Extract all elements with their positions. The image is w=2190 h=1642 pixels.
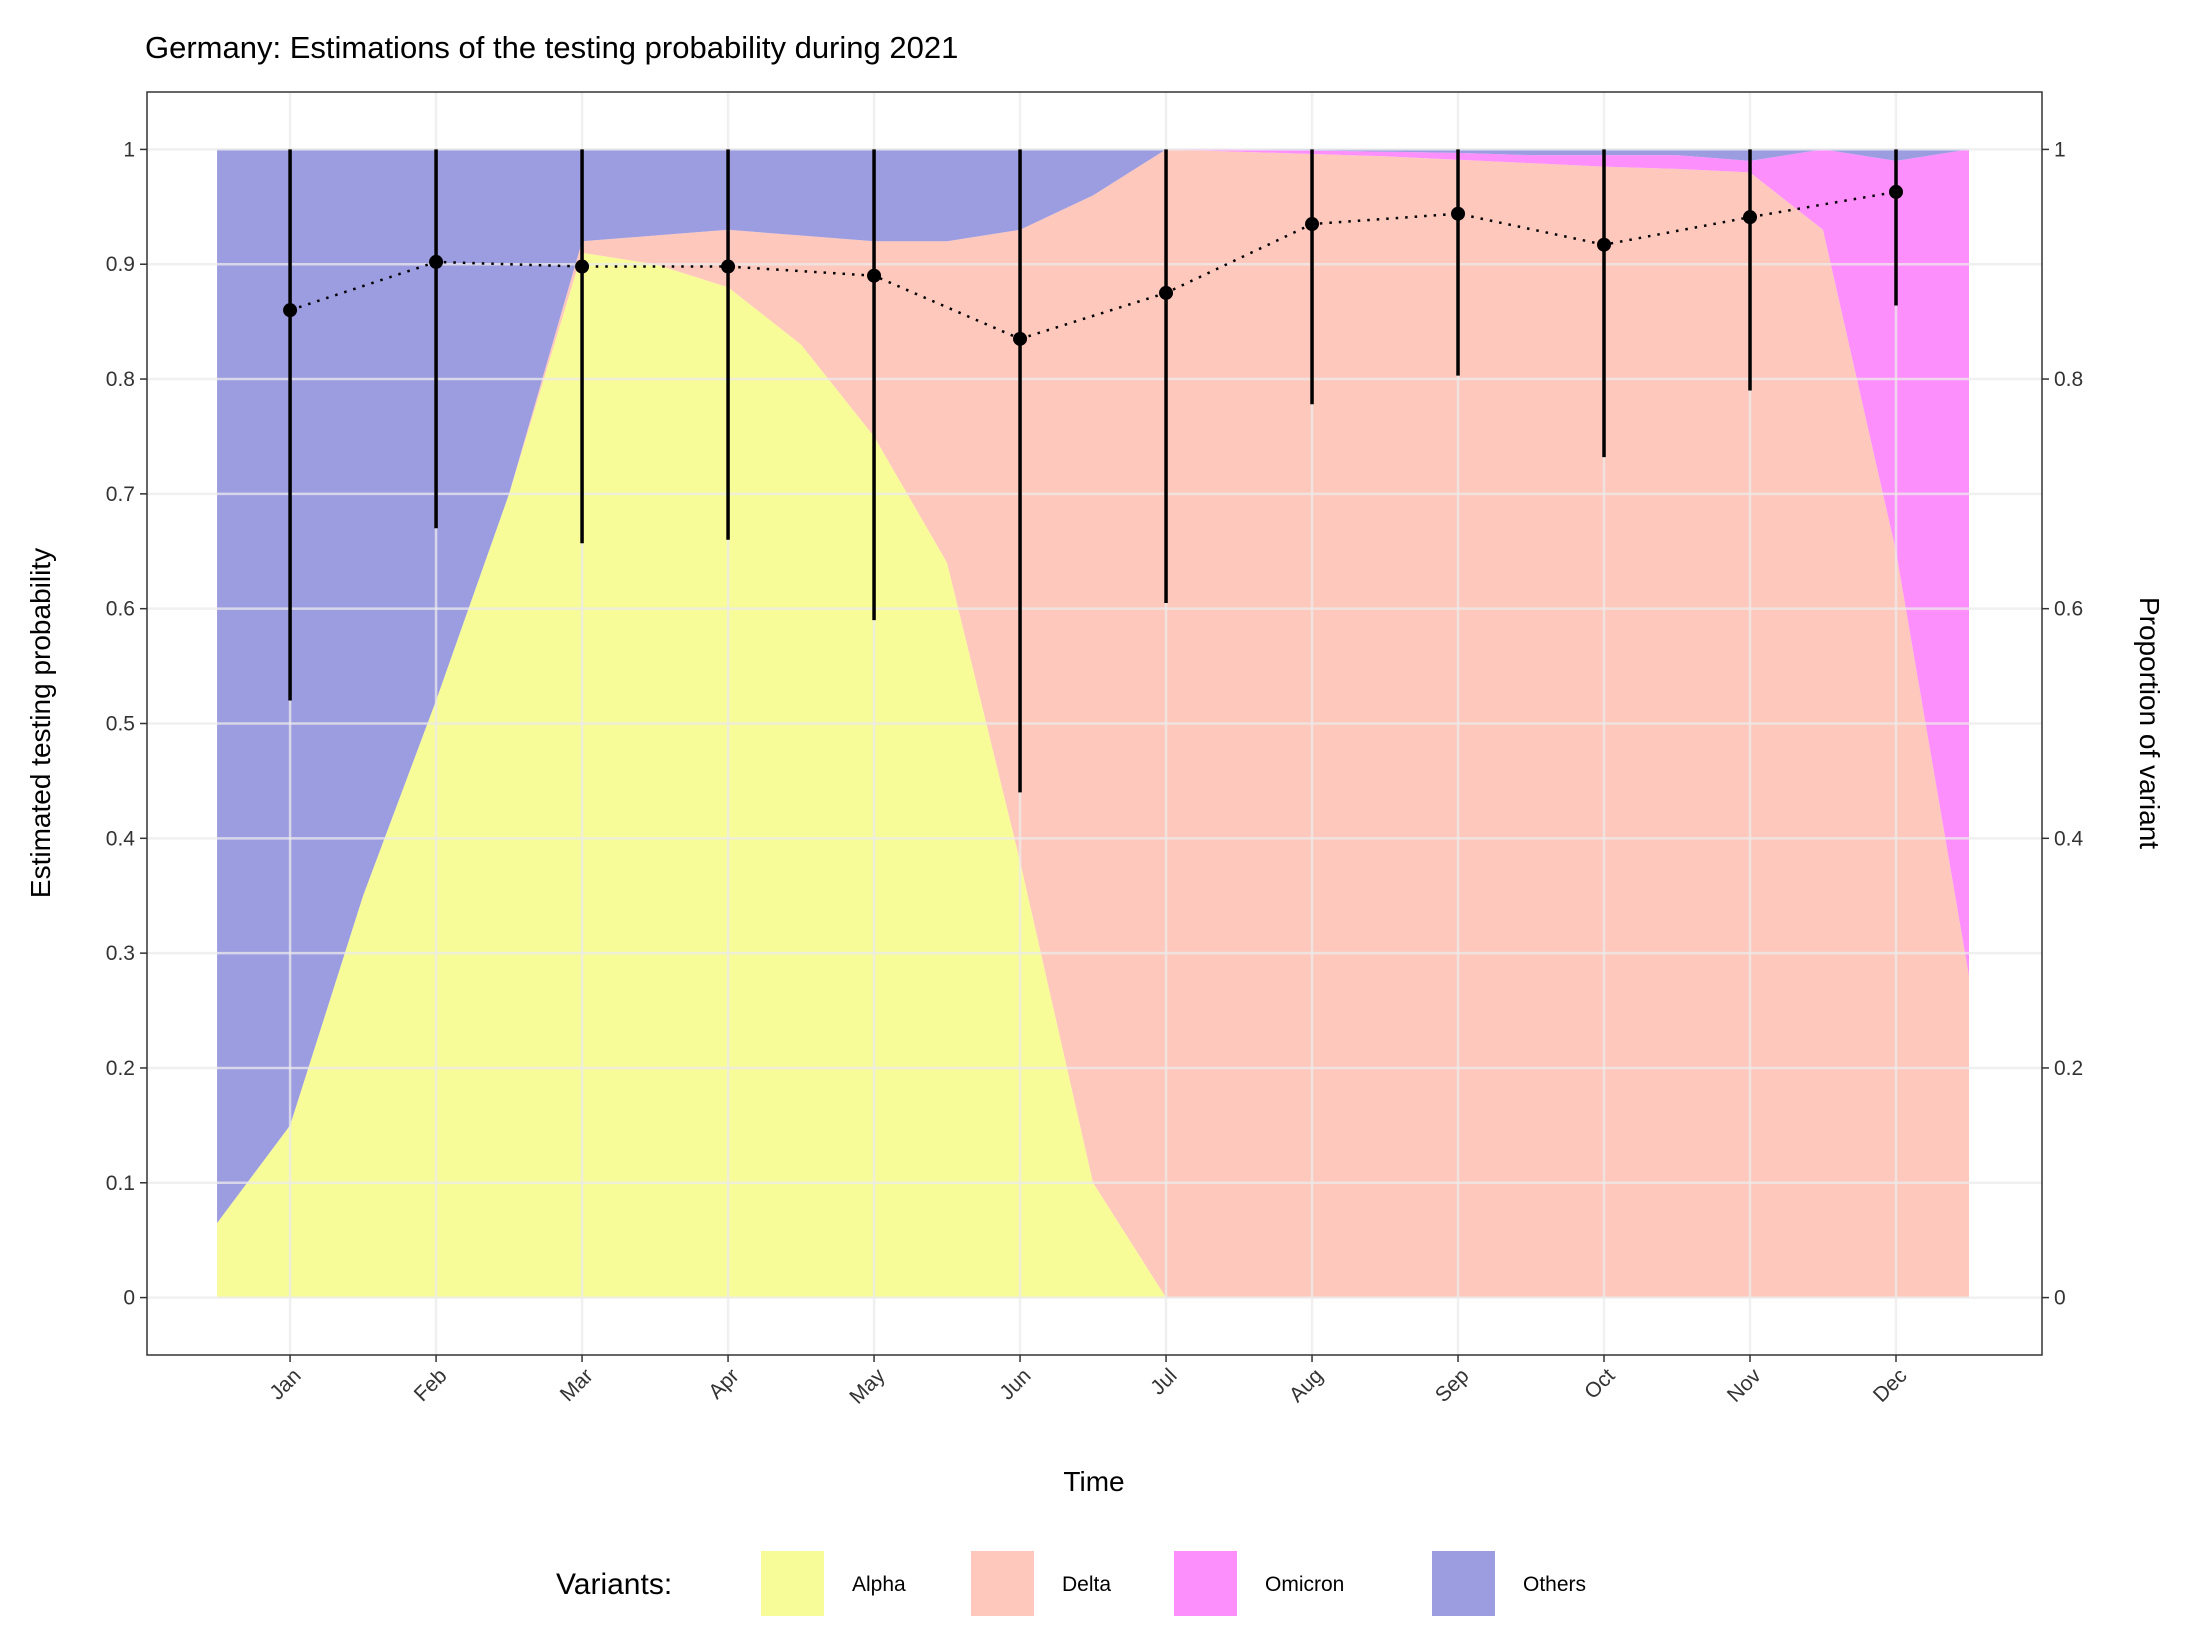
y2-axis-title: Proportion of variant bbox=[2134, 597, 2165, 849]
chart-title: Germany: Estimations of the testing prob… bbox=[145, 30, 958, 65]
y-tick-label: 0.7 bbox=[106, 483, 135, 506]
point bbox=[721, 259, 736, 274]
point bbox=[1889, 184, 1904, 199]
x-tick-label: Mar bbox=[556, 1364, 598, 1406]
area bbox=[217, 252, 1970, 1298]
y-tick-label: 0.1 bbox=[106, 1172, 135, 1195]
y-tick-label: 0.4 bbox=[106, 827, 136, 850]
y-tick-label: 0.5 bbox=[106, 713, 135, 736]
point bbox=[1159, 285, 1174, 300]
point bbox=[429, 254, 444, 269]
trend-line bbox=[289, 190, 1897, 341]
legend-label: Others bbox=[1523, 1573, 1586, 1596]
y-tick-label: 0 bbox=[123, 1287, 135, 1310]
point bbox=[575, 259, 590, 274]
area bbox=[217, 149, 1970, 1223]
point bbox=[1451, 206, 1466, 221]
x-tick-label: Jul bbox=[1146, 1364, 1181, 1399]
x-tick-label: Dec bbox=[1869, 1364, 1912, 1407]
legend-title: Variants: bbox=[556, 1568, 672, 1601]
x-tick-label: Oct bbox=[1580, 1364, 1619, 1403]
x-tick-label: Feb bbox=[410, 1364, 452, 1406]
legend-key bbox=[761, 1551, 824, 1616]
point bbox=[1743, 210, 1758, 225]
legend-key bbox=[1174, 1551, 1237, 1616]
legend-key bbox=[971, 1551, 1034, 1616]
panel-border bbox=[146, 91, 2043, 1356]
y2-tick-label: 0.8 bbox=[2054, 368, 2083, 391]
legend-label: Alpha bbox=[852, 1573, 906, 1596]
x-tick-label: Jan bbox=[265, 1364, 305, 1404]
x-tick-label: Sep bbox=[1431, 1364, 1474, 1407]
y-tick-label: 0.3 bbox=[106, 942, 135, 965]
y-axis-title: Estimated testing probability bbox=[25, 548, 56, 898]
y-tick-label: 0.2 bbox=[106, 1057, 135, 1080]
point bbox=[867, 268, 882, 283]
y-tick-label: 0.9 bbox=[106, 253, 135, 276]
point bbox=[1597, 237, 1612, 252]
y2-tick-label: 0 bbox=[2054, 1287, 2066, 1310]
y2-tick-label: 1 bbox=[2054, 138, 2066, 161]
x-tick-label: Jun bbox=[995, 1364, 1035, 1404]
x-axis-title: Time bbox=[1063, 1466, 1124, 1497]
legend-label: Omicron bbox=[1265, 1573, 1344, 1596]
y2-tick-label: 0.6 bbox=[2054, 598, 2083, 621]
y2-tick-label: 0.2 bbox=[2054, 1057, 2083, 1080]
x-tick-label: Nov bbox=[1723, 1364, 1766, 1407]
point bbox=[1305, 217, 1320, 232]
point bbox=[283, 303, 298, 318]
legend-key bbox=[1432, 1551, 1495, 1616]
legend-label: Delta bbox=[1062, 1573, 1111, 1596]
x-tick-label: Aug bbox=[1285, 1364, 1328, 1407]
x-tick-label: May bbox=[845, 1364, 890, 1409]
y-tick-label: 1 bbox=[123, 138, 135, 161]
point bbox=[1013, 331, 1028, 346]
y-tick-label: 0.8 bbox=[106, 368, 135, 391]
y2-tick-label: 0.4 bbox=[2054, 827, 2084, 850]
x-tick-label: Apr bbox=[704, 1364, 743, 1403]
y-tick-label: 0.6 bbox=[106, 598, 135, 621]
